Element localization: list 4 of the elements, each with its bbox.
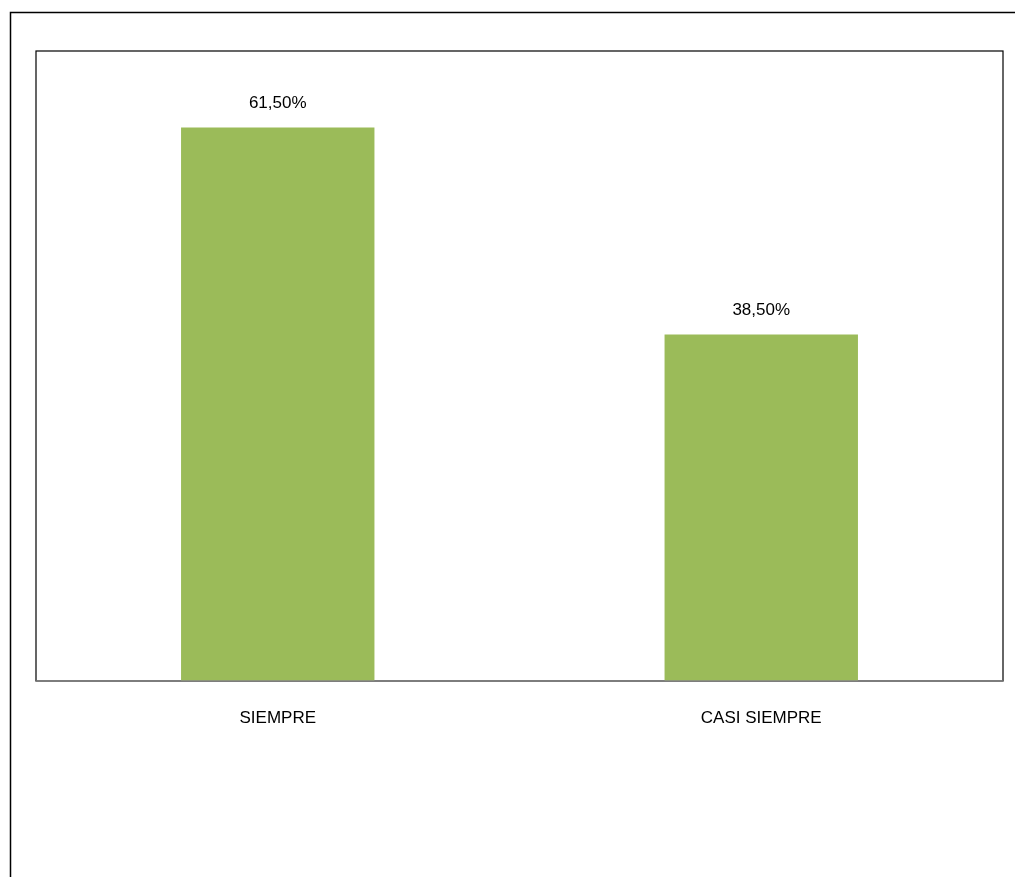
x-tick-label: CASI SIEMPRE [700, 708, 822, 727]
data-label: 38,50% [732, 299, 791, 319]
x-tick-label: SIEMPRE [239, 708, 317, 727]
data-label: 61,50% [248, 92, 307, 112]
